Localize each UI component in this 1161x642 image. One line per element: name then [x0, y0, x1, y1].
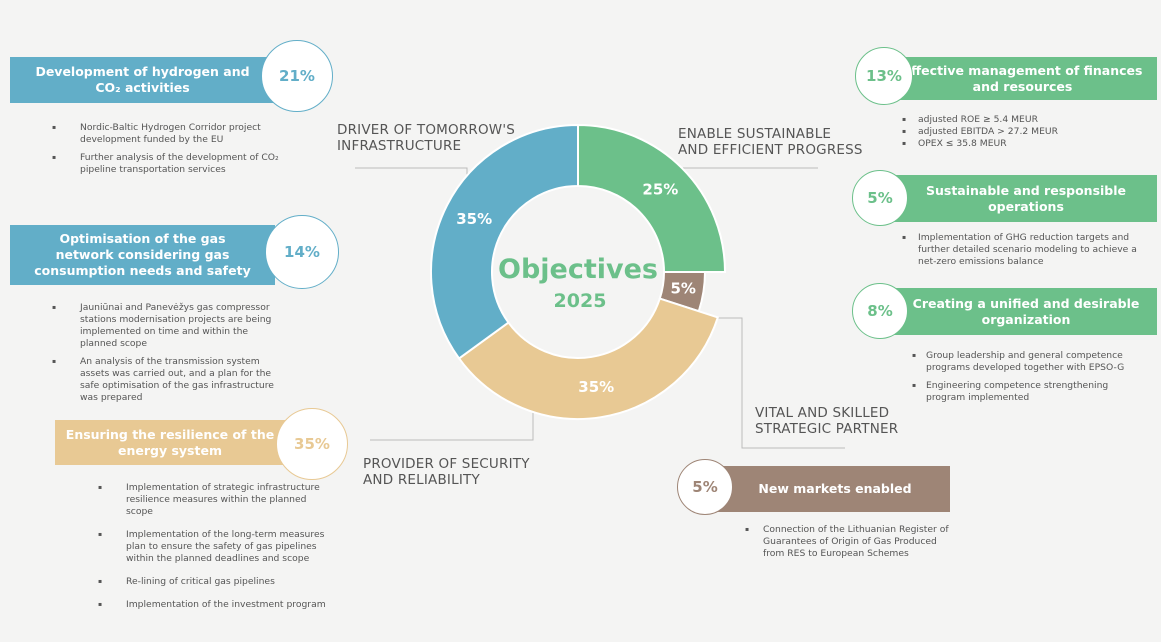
objective-sustainable-list: Implementation of GHG reduction targets …: [902, 232, 1142, 268]
connector-line: [370, 405, 534, 441]
center-year: 2025: [554, 290, 607, 312]
caption-provider: PROVIDER OF SECURITY AND RELIABILITY: [363, 456, 530, 488]
objective-resilience-title: Ensuring the resilience of the energy sy…: [55, 420, 300, 465]
objective-organization-pct: 8%: [852, 283, 908, 339]
center-title: Objectives: [498, 254, 658, 285]
objective-hydrogen-list: Nordic-Baltic Hydrogen Corridor project …: [52, 122, 282, 182]
objective-markets-list: Connection of the Lithuanian Register of…: [745, 524, 955, 566]
objective-hydrogen-title: Development of hydrogen and CO₂ activiti…: [10, 57, 275, 103]
donut-segment-label: 5%: [670, 280, 695, 298]
caption-enable: ENABLE SUSTAINABLE AND EFFICIENT PROGRESS: [678, 126, 863, 158]
objective-sustainable-pct: 5%: [852, 170, 908, 226]
caption-driver: DRIVER OF TOMORROW'S INFRASTRUCTURE: [337, 122, 516, 154]
objective-sustainable-title: Sustainable and responsible operations: [880, 175, 1157, 222]
objective-finances-pct: 13%: [855, 47, 913, 105]
objective-organization-title: Creating a unified and desirable organiz…: [880, 288, 1157, 335]
donut-segment-label: 35%: [578, 378, 614, 396]
objective-finances-list: adjusted ROE ≥ 5.4 MEUR adjusted EBITDA …: [902, 114, 1142, 150]
donut-segment-label: 35%: [456, 210, 492, 228]
objective-markets-pct: 5%: [677, 459, 733, 515]
objective-resilience-pct: 35%: [276, 408, 348, 480]
objective-network-list: Jauniūnai and Panevėžys gas compressor s…: [52, 302, 282, 410]
objective-markets-title: New markets enabled: [700, 466, 950, 512]
donut-segment-label: 25%: [642, 181, 678, 199]
donut-segment: [457, 297, 720, 420]
donut-segment: [430, 123, 579, 360]
objective-hydrogen-pct: 21%: [261, 40, 333, 112]
objective-finances-title: Effective management of finances and res…: [878, 57, 1157, 100]
objective-network-pct: 14%: [265, 215, 339, 289]
objective-network-title: Optimisation of the gas network consider…: [10, 225, 275, 285]
donut-segment: [577, 123, 727, 273]
caption-vital: VITAL AND SKILLED STRATEGIC PARTNER: [755, 405, 899, 437]
objective-organization-list: Group leadership and general competence …: [912, 350, 1132, 410]
connector-line: [712, 317, 845, 449]
objective-resilience-list: Implementation of strategic infrastructu…: [98, 482, 333, 617]
